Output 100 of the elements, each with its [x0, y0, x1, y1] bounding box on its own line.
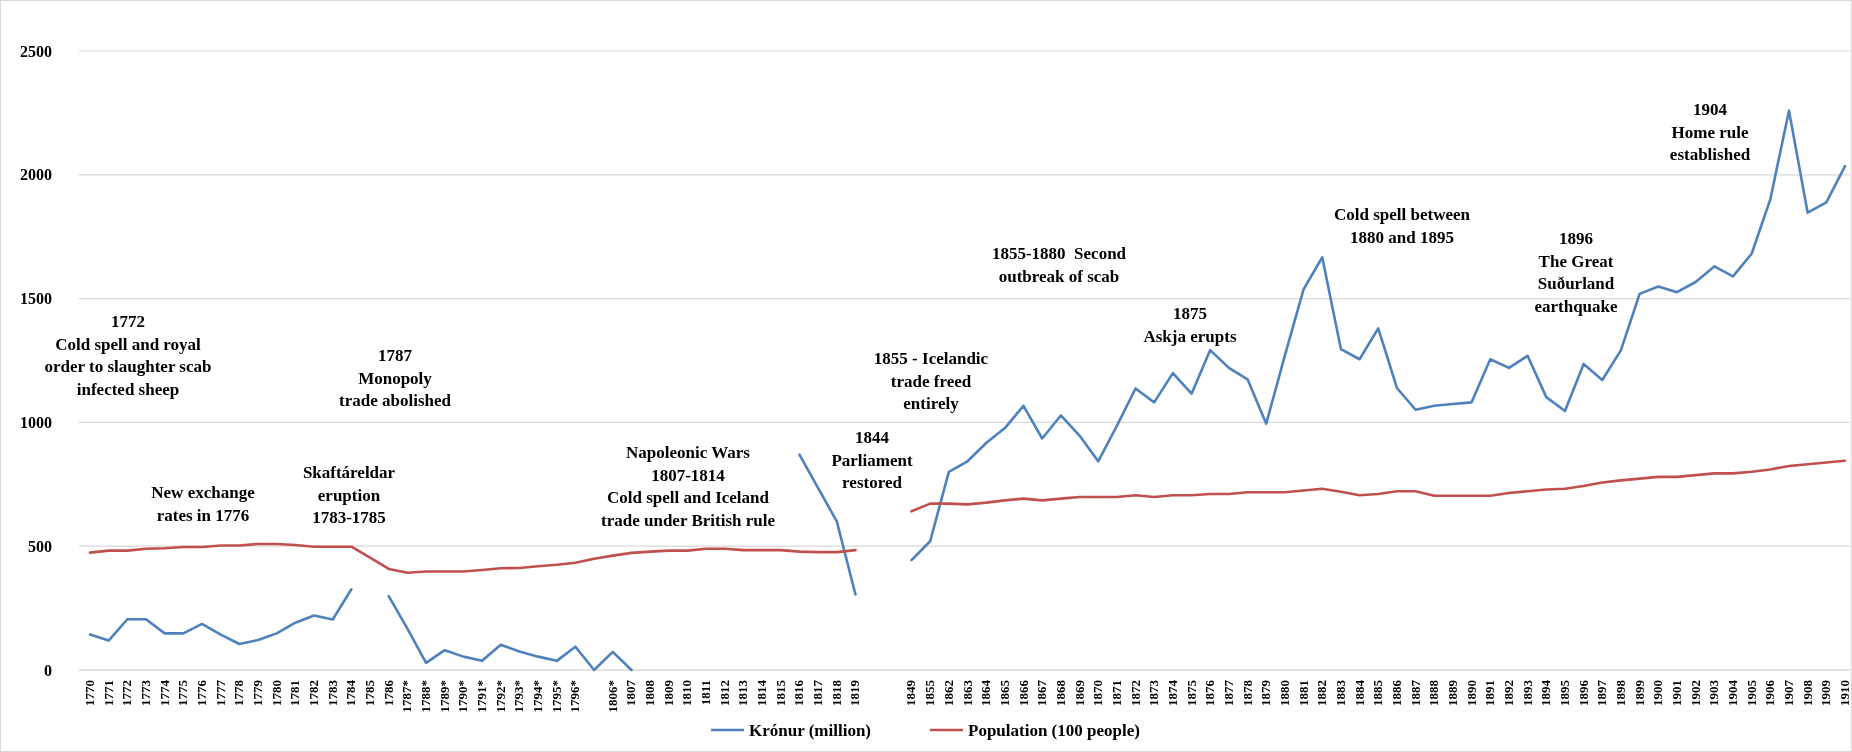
x-tick-label: 1809	[660, 679, 676, 706]
x-tick-label: 1891	[1482, 680, 1498, 706]
y-tick-label: 500	[28, 537, 52, 555]
x-tick-label: 1880	[1276, 680, 1292, 706]
x-tick-label: 1877	[1220, 679, 1236, 706]
x-tick-label: 1895	[1556, 679, 1572, 706]
annotation: 1904 Home rule established	[1669, 100, 1751, 164]
x-tick-label: 1883	[1332, 679, 1348, 706]
x-tick-label: 1873	[1146, 679, 1162, 706]
y-tick-label: 1500	[20, 290, 52, 308]
x-tick-label: 1818	[828, 679, 844, 706]
annotation: Cold spell between 1880 and 1895	[1334, 205, 1471, 247]
x-tick-label: 1899	[1631, 679, 1647, 706]
annotation: 1772 Cold spell and royal order to slaughter scab infected sheep	[44, 312, 212, 399]
annotation: 1844 Parliament restored	[831, 428, 913, 492]
x-tick-label: 1810	[679, 680, 695, 706]
x-tick-label: 1777	[212, 679, 228, 706]
x-tick-label: 1876	[1202, 679, 1218, 706]
x-tick-label: 1814	[754, 679, 770, 706]
y-tick-label: 2500	[20, 42, 52, 60]
annotation: 1787 Monopoly trade abolished	[339, 346, 452, 410]
x-tick-label: 1875	[1183, 679, 1199, 706]
x-tick-label: 1865	[996, 679, 1012, 706]
x-tick-label: 1901	[1668, 680, 1684, 706]
x-tick-label: 1910	[1837, 680, 1852, 706]
annotation: New exchange rates in 1776	[151, 483, 256, 525]
x-tick-label: 1890	[1463, 680, 1479, 706]
x-tick-label: 1884	[1351, 679, 1367, 706]
x-tick-label: 1781	[287, 680, 303, 706]
x-tick-label: 1811	[698, 680, 714, 706]
x-tick-label: 1771	[100, 680, 116, 706]
x-tick-label: 1782	[306, 680, 322, 706]
x-tick-label: 1819	[847, 679, 863, 706]
x-tick-label: 1871	[1108, 680, 1124, 706]
x-tick-label: 1874	[1164, 679, 1180, 706]
x-tick-label: 1867	[1034, 679, 1050, 706]
x-tick-label: 1785	[362, 679, 378, 706]
x-tick-label: 1894	[1538, 679, 1554, 706]
x-tick-label: 1808	[642, 679, 658, 706]
x-tick-label: 1775	[175, 679, 191, 706]
x-tick-label: 1795*	[548, 680, 564, 713]
x-tick-label: 1882	[1314, 680, 1330, 706]
x-tick-label: 1783	[324, 679, 340, 706]
annotation: 1855-1880 Second outbreak of scab	[991, 244, 1127, 286]
x-tick-label: 1866	[1015, 679, 1031, 706]
x-tick-label: 1864	[978, 679, 994, 706]
x-tick-label: 1879	[1258, 679, 1274, 706]
y-tick-label: 2000	[20, 166, 52, 184]
annotation: Napoleonic Wars 1807-1814 Cold spell and Iceland trade under British rule	[601, 443, 776, 530]
legend-label: Krónur (million)	[749, 720, 871, 740]
x-tick-label: 1885	[1370, 679, 1386, 706]
x-tick-label: 1813	[735, 679, 751, 706]
annotation: Skaftáreldar eruption 1783-1785	[302, 463, 396, 527]
x-tick-label: 1902	[1687, 680, 1703, 706]
x-tick-label: 1892	[1500, 680, 1516, 706]
x-tick-label: 1878	[1239, 679, 1255, 706]
x-tick-label: 1772	[119, 680, 135, 706]
x-tick-label: 1776	[194, 679, 210, 706]
x-tick-label: 1881	[1295, 680, 1311, 706]
x-tick-label: 1815	[772, 679, 788, 706]
x-tick-label: 1786	[380, 679, 396, 706]
x-tick-label: 1869	[1071, 679, 1087, 706]
x-tick-label: 1868	[1052, 679, 1068, 706]
x-tick-label: 1792*	[492, 680, 508, 713]
x-tick-label: 1888	[1426, 679, 1442, 706]
x-tick-label: 1906	[1762, 679, 1778, 706]
x-tick-label: 1904	[1724, 679, 1740, 706]
x-tick-label: 1774	[156, 679, 172, 706]
x-tick-label: 1770	[82, 680, 97, 706]
x-tick-label: 1907	[1780, 679, 1796, 706]
x-tick-label: 1896	[1575, 679, 1591, 706]
y-tick-label: 1000	[20, 414, 52, 431]
x-tick-label: 1897	[1594, 679, 1610, 706]
x-tick-label: 1816	[791, 679, 807, 706]
x-tick-label: 1903	[1706, 679, 1722, 706]
x-tick-label: 1908	[1799, 679, 1815, 706]
x-tick-label: 1788*	[418, 680, 434, 713]
x-tick-label: 1893	[1519, 679, 1535, 706]
x-tick-label: 1849	[903, 679, 919, 706]
x-tick-label: 1790*	[455, 680, 471, 713]
x-tick-label: 1862	[940, 680, 956, 706]
x-tick-label: 1872	[1127, 680, 1143, 706]
x-tick-label: 1900	[1650, 680, 1666, 706]
x-tick-label: 1778	[231, 679, 247, 706]
x-tick-label: 1806*	[604, 680, 620, 713]
x-tick-label: 1779	[250, 679, 266, 706]
x-tick-label: 1905	[1743, 679, 1759, 706]
x-tick-label: 1863	[959, 679, 975, 706]
annotation: 1896 The Great Suðurland earthquake	[1534, 229, 1619, 316]
x-tick-label: 1886	[1388, 679, 1404, 706]
x-tick-label: 1793*	[511, 680, 527, 713]
annotation: 1855 - Icelandic trade freed entirely	[873, 349, 989, 413]
y-tick-label: 0	[44, 661, 52, 679]
x-tick-label: 1773	[138, 679, 154, 706]
x-tick-label: 1870	[1090, 680, 1106, 706]
x-tick-label: 1889	[1444, 679, 1460, 706]
x-tick-label: 1817	[810, 679, 826, 706]
annotation: 1875 Askja erupts	[1143, 304, 1237, 346]
x-tick-label: 1791*	[474, 680, 490, 713]
x-tick-label: 1898	[1612, 679, 1628, 706]
